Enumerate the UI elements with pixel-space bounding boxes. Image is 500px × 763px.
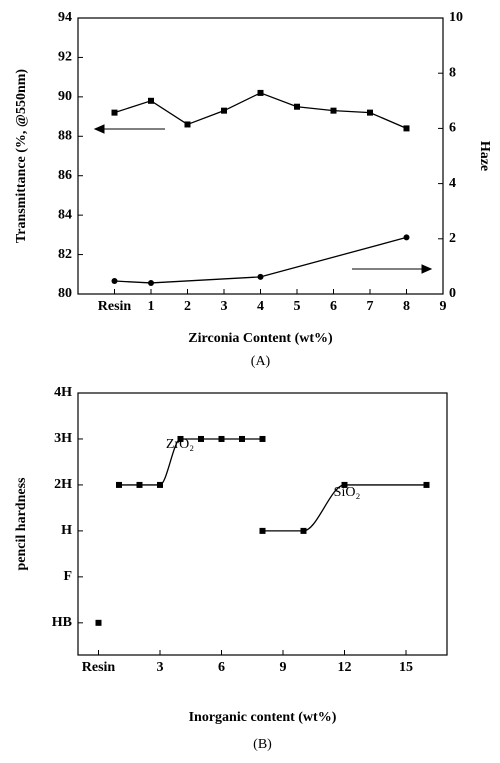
marker xyxy=(257,273,264,280)
x-tick-label: Resin xyxy=(82,660,116,675)
x-tick-label: 8 xyxy=(403,299,410,314)
x-tick-label: 1 xyxy=(148,299,155,314)
x-tick-label: 12 xyxy=(338,660,352,675)
arrowhead xyxy=(93,124,105,134)
series-line xyxy=(114,92,407,129)
arrowhead xyxy=(421,264,433,274)
series-label: SiO₂ xyxy=(334,485,361,500)
series-line xyxy=(262,484,427,532)
x-tick-label: 6 xyxy=(330,299,337,314)
series-line xyxy=(114,236,407,284)
marker xyxy=(239,435,245,442)
x-tick-label: 15 xyxy=(399,660,413,675)
x-tick-label: 5 xyxy=(294,299,301,314)
y-axis-title: pencil hardness xyxy=(14,477,29,571)
marker xyxy=(294,103,300,110)
marker xyxy=(341,481,348,488)
x-tick-label: 3 xyxy=(221,299,228,314)
marker xyxy=(259,435,266,442)
marker xyxy=(95,619,102,626)
x-tick-label: 6 xyxy=(218,660,225,675)
y-tick-label: 92 xyxy=(58,50,72,65)
marker xyxy=(403,234,410,241)
caption: (B) xyxy=(253,737,272,752)
marker xyxy=(259,527,266,534)
y2-tick-label: 8 xyxy=(449,65,456,80)
caption: (A) xyxy=(251,354,271,369)
marker xyxy=(111,278,118,285)
y-tick-label: 2H xyxy=(54,477,72,492)
marker xyxy=(367,109,373,116)
y-tick-label: 4H xyxy=(54,385,72,400)
marker xyxy=(116,481,122,488)
x-tick-label: 3 xyxy=(157,660,164,675)
y-tick-label: 90 xyxy=(58,89,72,104)
x-axis-title: Inorganic content (wt%) xyxy=(189,710,337,725)
arrows xyxy=(93,124,433,274)
y-tick-label: 84 xyxy=(58,207,72,222)
plot-frame xyxy=(77,17,444,295)
y-tick-label: H xyxy=(61,523,72,538)
y2-tick-label: 0 xyxy=(449,286,456,301)
y2-tick-label: 2 xyxy=(449,231,456,246)
marker xyxy=(257,89,264,96)
y-tick-label: HB xyxy=(52,615,72,630)
y-axis-title: Transmittance (%, @550nm) xyxy=(14,69,29,243)
marker xyxy=(423,481,430,488)
marker xyxy=(218,435,225,442)
y-tick-label: 88 xyxy=(58,129,72,144)
x-tick-label: 7 xyxy=(367,299,374,314)
marker xyxy=(330,107,337,114)
x-tick-label: 9 xyxy=(280,660,287,675)
y-tick-label: 3H xyxy=(54,431,72,446)
x-tick-label: Resin xyxy=(98,299,132,314)
y-tick-label: F xyxy=(63,569,72,584)
marker xyxy=(148,279,154,286)
y-tick-label: 86 xyxy=(58,168,72,183)
marker xyxy=(148,97,154,104)
marker xyxy=(221,107,227,114)
marker xyxy=(157,481,163,488)
marker xyxy=(184,121,191,128)
y2-axis-title: Haze xyxy=(477,141,492,171)
marker xyxy=(300,527,307,534)
x-tick-label: 9 xyxy=(440,299,447,314)
x-tick-label: 2 xyxy=(184,299,191,314)
marker xyxy=(136,481,143,488)
y2-tick-label: 6 xyxy=(449,121,456,136)
plot-frame xyxy=(77,392,448,656)
y-tick-label: 80 xyxy=(58,286,72,301)
marker xyxy=(403,125,410,132)
marker xyxy=(177,435,184,442)
series-label: ZrO₂ xyxy=(166,437,194,452)
x-tick-label: 4 xyxy=(257,299,264,314)
marker xyxy=(198,435,204,442)
y-tick-label: 82 xyxy=(58,247,72,262)
y-tick-label: 94 xyxy=(58,10,72,25)
y2-tick-label: 10 xyxy=(449,10,463,25)
y2-tick-label: 4 xyxy=(449,176,456,191)
marker xyxy=(111,109,118,116)
x-axis-title: Zirconia Content (wt%) xyxy=(188,331,333,346)
